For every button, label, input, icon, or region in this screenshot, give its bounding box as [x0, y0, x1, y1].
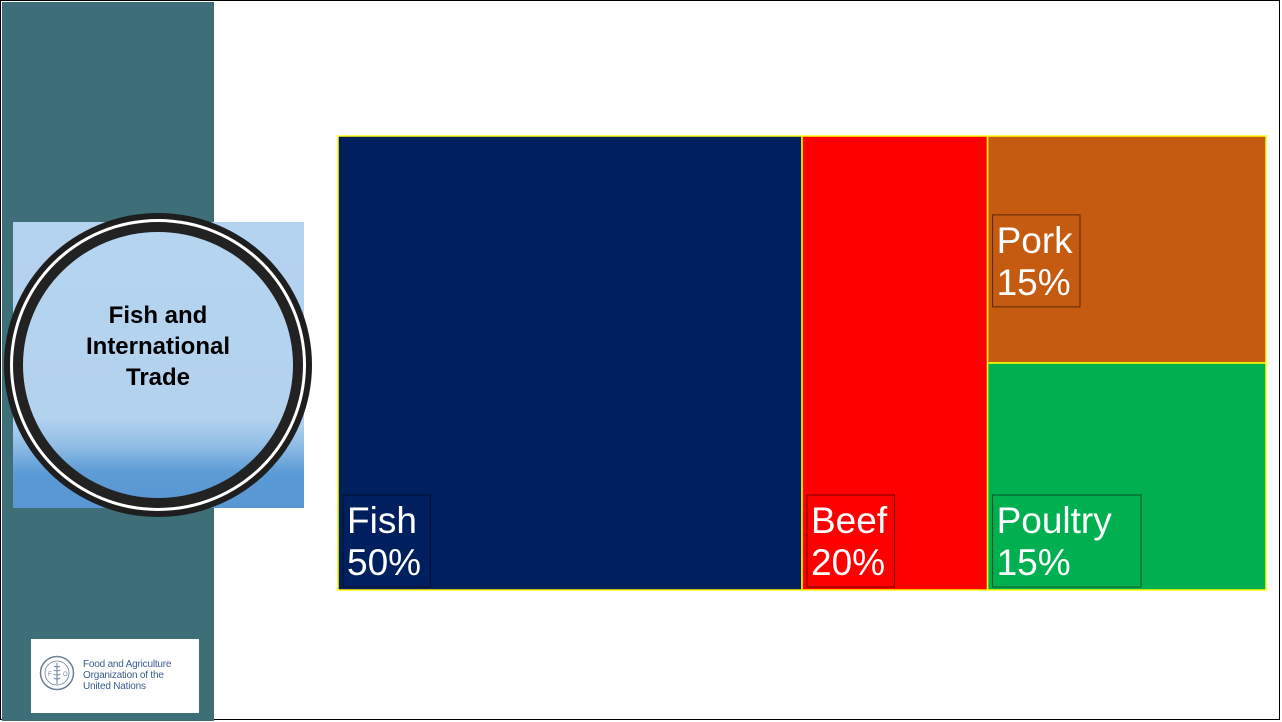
fao-logo: F O Food and Agriculture Organization of… [31, 639, 199, 713]
treemap-label-value-fish: 50% [347, 542, 421, 583]
logo-line: United Nations [83, 681, 146, 692]
logo-line: Organization of the [83, 670, 164, 681]
svg-text:F: F [48, 672, 52, 678]
svg-text:O: O [63, 672, 68, 678]
treemap-rect-poultry [986, 362, 1267, 591]
treemap-label-box-pork [992, 214, 1081, 308]
treemap-label-name-fish: Fish [347, 500, 417, 541]
treemap-rect-pork [986, 135, 1267, 364]
treemap-label-name-beef: Beef [811, 500, 888, 541]
treemap-label-box-poultry [992, 494, 1142, 588]
treemap-label-name-pork: Pork [997, 220, 1074, 261]
fao-emblem-icon: F O [39, 655, 75, 691]
slide-title: Fish and International Trade [85, 301, 230, 391]
treemap-label-value-pork: 15% [997, 262, 1071, 303]
title-circle: Fish and International Trade [23, 232, 293, 498]
logo-line: Food and Agriculture [83, 659, 172, 670]
treemap-label-value-poultry: 15% [997, 542, 1071, 583]
treemap-label-box-fish [342, 494, 431, 588]
treemap-label-value-beef: 20% [811, 542, 885, 583]
fao-logo-text: Food and Agriculture Organization of the… [83, 659, 195, 692]
treemap-rect-fish [337, 135, 803, 591]
treemap-label-box-beef [806, 494, 895, 588]
treemap-label-name-poultry: Poultry [997, 500, 1113, 541]
